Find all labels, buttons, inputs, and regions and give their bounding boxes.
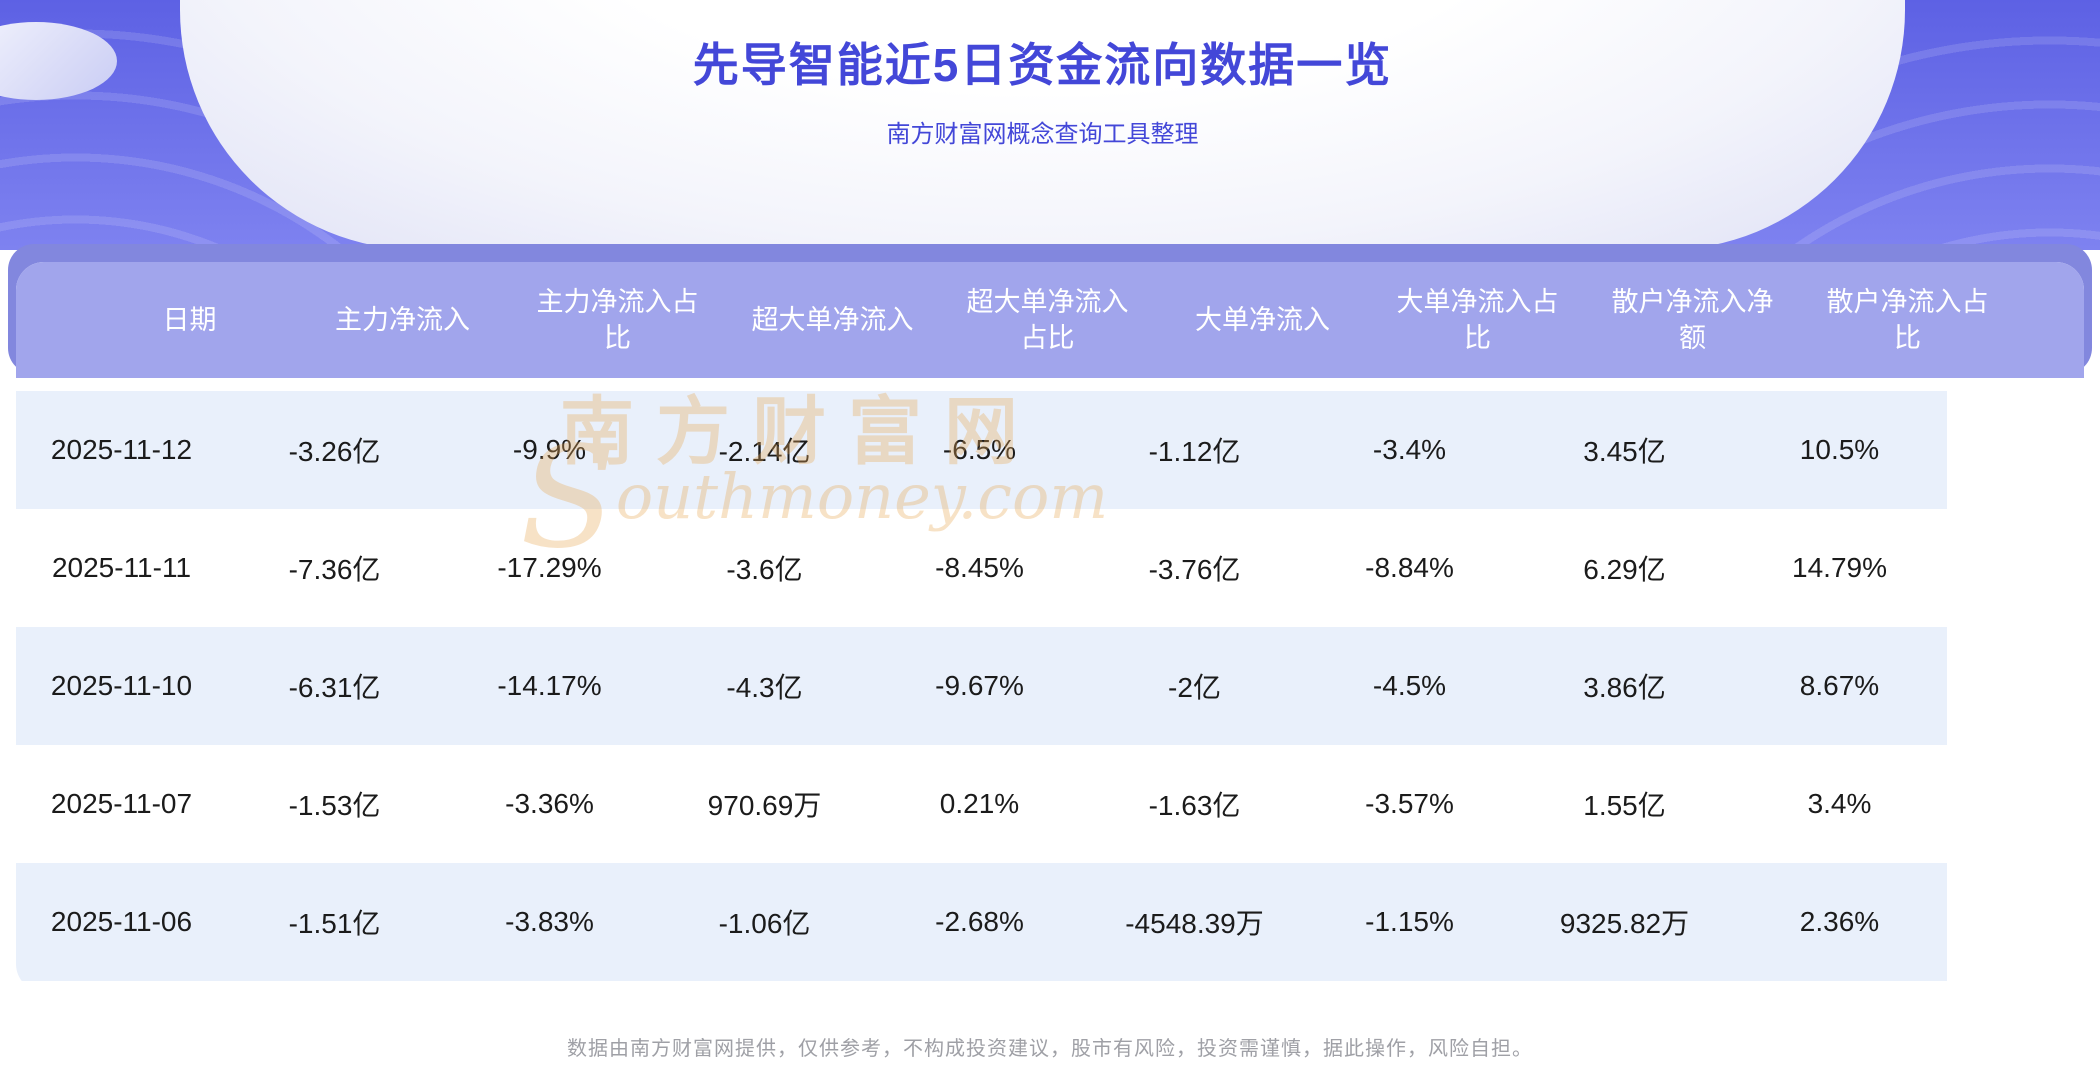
page-title: 先导智能近5日资金流向数据一览 xyxy=(692,39,1393,91)
cell: -8.45% xyxy=(935,552,1024,583)
cell: 3.4% xyxy=(1807,788,1872,819)
page-subtitle: 南方财富网概念查询工具整理 xyxy=(886,121,1199,148)
table-row: 2025-11-11 -7.36亿 -17.29% -3.6亿 -8.45% -3.76亿… xyxy=(16,509,1947,627)
cell: -3.36% xyxy=(505,788,594,819)
table-card: 日期 主力净流入 主力净流入占比 超大单净流入 超大单净流入占比 大单净流入 大单净流入占比… xyxy=(16,262,2084,992)
cell: -3.4% xyxy=(1302,391,1517,509)
cell: 14.79% xyxy=(1792,552,1887,583)
cell: -1.51亿 xyxy=(227,863,442,981)
table-row: 2025-11-10 -6.31亿 -14.17% -4.3亿 -9.67% -2亿 -4.… xyxy=(16,627,1947,745)
cell: -3.6亿 xyxy=(726,554,803,585)
cell: -4548.39万 xyxy=(1087,863,1302,981)
cell: -3.57% xyxy=(1365,788,1454,819)
cell: -9.67% xyxy=(872,627,1087,745)
cell: 970.69万 xyxy=(707,790,822,821)
cell: -14.17% xyxy=(442,627,657,745)
table-row: 2025-11-12 -3.26亿 -9.9% -2.14亿 -6.5% -1.12亿 -3… xyxy=(16,391,1947,509)
cell: 2025-11-07 xyxy=(50,788,193,819)
cell: -3.83% xyxy=(442,863,657,981)
cell: 2.36% xyxy=(1732,863,1947,981)
column-header: 日期 xyxy=(84,262,295,378)
cell: -1.53亿 xyxy=(288,790,381,821)
cell: -4.3亿 xyxy=(657,627,872,745)
cell: 8.67% xyxy=(1732,627,1947,745)
cell: -1.15% xyxy=(1302,863,1517,981)
column-header: 超大单净流入 xyxy=(725,262,940,378)
cell: 9325.82万 xyxy=(1517,863,1732,981)
cell: -1.06亿 xyxy=(657,863,872,981)
cell: -2.14亿 xyxy=(657,391,872,509)
cell: -3.26亿 xyxy=(227,391,442,509)
cell: 0.21% xyxy=(939,788,1020,819)
cell: 2025-11-12 xyxy=(16,391,227,509)
column-header: 主力净流入 xyxy=(295,262,510,378)
table-row: 2025-11-07 -1.53亿 -3.36% 970.69万 0.21% -1.63亿… xyxy=(16,745,1947,863)
cell: 2025-11-06 xyxy=(16,863,227,981)
hero-banner: 先导智能近5日资金流向数据一览 南方财富网概念查询工具整理 xyxy=(0,0,2100,250)
column-header: 散户净流入占比 xyxy=(1800,262,2015,378)
table-spacer xyxy=(16,378,1947,391)
column-header: 大单净流入 xyxy=(1155,262,1370,378)
cell: -4.5% xyxy=(1302,627,1517,745)
cell: -8.84% xyxy=(1365,552,1454,583)
cell: -3.76亿 xyxy=(1148,554,1241,585)
column-header: 大单净流入占比 xyxy=(1370,262,1585,378)
cell: 2025-11-10 xyxy=(16,627,227,745)
disclaimer-text: 数据由南方财富网提供，仅供参考，不构成投资建议，股市有风险，投资需谨慎，据此操作… xyxy=(567,1038,1533,1060)
cell: 2025-11-11 xyxy=(51,552,192,583)
cell: 1.55亿 xyxy=(1583,790,1666,821)
cell: -9.9% xyxy=(442,391,657,509)
cell: 6.29亿 xyxy=(1583,554,1666,585)
column-header: 主力净流入占比 xyxy=(510,262,725,378)
title-card: 先导智能近5日资金流向数据一览 南方财富网概念查询工具整理 xyxy=(180,0,1905,250)
cell: -6.31亿 xyxy=(227,627,442,745)
cell: -1.12亿 xyxy=(1087,391,1302,509)
cell: -17.29% xyxy=(497,552,602,583)
cell: -2.68% xyxy=(872,863,1087,981)
fund-flow-table: 日期 主力净流入 主力净流入占比 超大单净流入 超大单净流入占比 大单净流入 大单净流入占比… xyxy=(16,262,2015,981)
table-row: 2025-11-06 -1.51亿 -3.83% -1.06亿 -2.68% -4548.… xyxy=(16,863,1947,981)
cell: 3.86亿 xyxy=(1517,627,1732,745)
cell: -1.63亿 xyxy=(1148,790,1241,821)
column-header: 散户净流入净额 xyxy=(1585,262,1800,378)
cell: -7.36亿 xyxy=(288,554,381,585)
cell: -6.5% xyxy=(872,391,1087,509)
table-header-row: 日期 主力净流入 主力净流入占比 超大单净流入 超大单净流入占比 大单净流入 大单净流入占比… xyxy=(16,262,2015,378)
cell: 3.45亿 xyxy=(1517,391,1732,509)
column-header: 超大单净流入占比 xyxy=(940,262,1155,378)
cell: 10.5% xyxy=(1732,391,1947,509)
cell: -2亿 xyxy=(1087,627,1302,745)
